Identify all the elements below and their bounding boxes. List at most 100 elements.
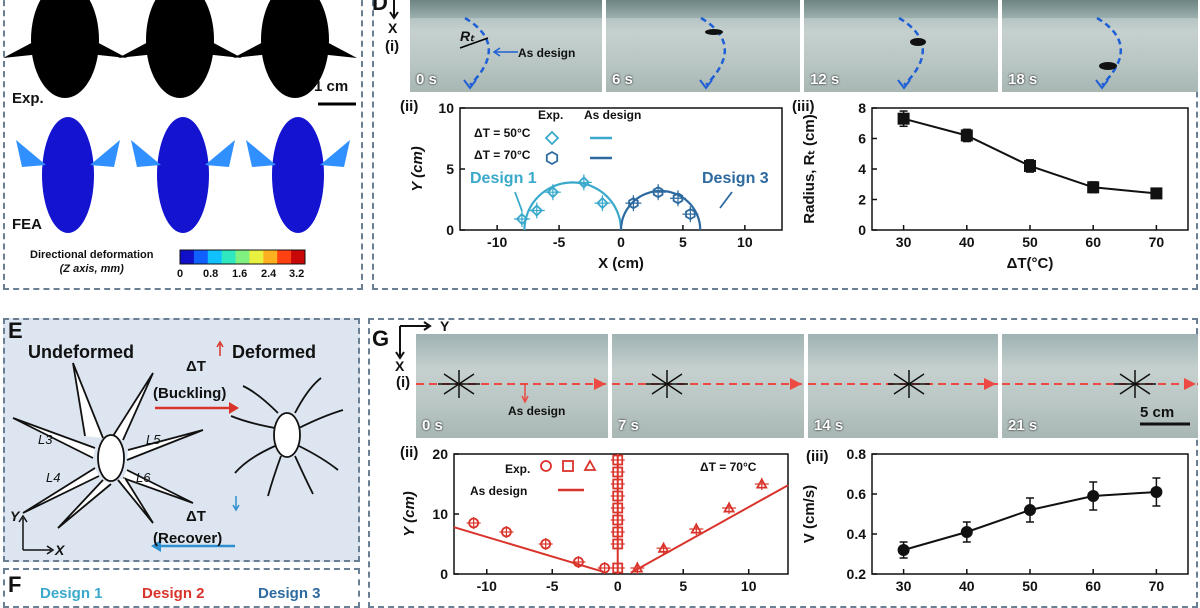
y-tick-label: 0.2 [847, 566, 867, 582]
x-tick-label: -10 [477, 578, 497, 594]
y-tick-label: 20 [432, 446, 448, 462]
rt-label: Rₜ [460, 28, 475, 44]
x-axis-label: ΔT(°C) [1007, 255, 1054, 272]
y-tick-label: 0 [858, 222, 866, 238]
g-as-design-label: As design [508, 404, 566, 418]
d-photo-3: 18 s [1002, 0, 1198, 92]
data-point [897, 112, 910, 125]
data-point [612, 514, 624, 526]
d-ii-legend-row2: ΔT = 70°C [474, 148, 531, 162]
colorbar-segment [221, 250, 237, 264]
y-axis-label: Radius, Rₜ (cm) [801, 114, 818, 223]
data-point [657, 541, 670, 553]
shapes-figure [3, 0, 357, 265]
data-point [672, 192, 684, 205]
data-point [960, 129, 973, 142]
panel-e-box [3, 318, 360, 562]
deformed-robot [230, 377, 344, 497]
y-tick-label: 2 [858, 192, 866, 208]
l4-label: L4 [46, 470, 61, 485]
y-tick-label: 10 [438, 100, 454, 116]
x-tick-label: 5 [679, 234, 687, 250]
data-point [1087, 181, 1100, 194]
colorbar-frame [179, 249, 306, 265]
g-photo-time: 21 s [1008, 417, 1038, 434]
chart-g-ii: -10 -5 0 5 10 0 10 20 Y (cm) [401, 446, 789, 594]
data-point [612, 466, 624, 478]
data-point [755, 477, 768, 489]
dt-up-label: ΔT [186, 358, 206, 375]
panel-g-sub-ii: (ii) [400, 444, 419, 461]
l5-label: L5 [146, 432, 161, 447]
data-point [685, 208, 696, 221]
data-point [612, 562, 624, 574]
x-tick-label: 30 [896, 578, 912, 594]
panel-f-letter: F [8, 572, 22, 597]
data-point [628, 197, 639, 210]
data-point [960, 526, 973, 538]
g-photo-0: As design 0 s [416, 334, 608, 438]
e-axis-x: X [55, 542, 65, 558]
e-axis-y: Y [10, 508, 20, 524]
data-point [1024, 159, 1036, 172]
f-design2: Design 2 [142, 585, 205, 602]
chart-d-iii: 30 40 50 60 70 0 2 4 6 8 ΔT(°C) Radius, Rₜ (cm) [801, 100, 1189, 272]
l6-label: L6 [136, 470, 151, 485]
y-tick-label: 0.6 [847, 486, 867, 502]
data-point [573, 556, 584, 568]
panel-d-axis-x: X [388, 20, 398, 36]
design-line [453, 526, 605, 574]
data-point [1024, 504, 1036, 516]
data-point [612, 454, 624, 466]
panel-g-letter: G [372, 326, 390, 351]
data-point [596, 196, 609, 210]
d-ii-legend-design: As design [584, 108, 642, 122]
x-tick-label: -10 [487, 234, 507, 250]
d-photo-2: 12 s [804, 0, 998, 92]
panel-d-sub-ii: (ii) [400, 98, 419, 115]
panel-d-letter: D [372, 0, 388, 15]
colorbar-title-line2: (Z axis, mm) [59, 263, 124, 275]
undeformed-robot [12, 362, 204, 529]
d-photo-time: 12 s [810, 71, 840, 88]
y-tick-label: 0 [440, 566, 448, 582]
x-tick-label: -5 [546, 578, 559, 594]
data-point [612, 526, 624, 538]
panel-d-sub-i: (i) [385, 38, 400, 55]
d-photo-0: Rₜ As design 0 s [410, 0, 602, 92]
x-tick-label: 30 [896, 234, 912, 250]
design-curve [523, 181, 623, 231]
g-ii-legend-design: As design [470, 484, 528, 498]
y-axis-label: Y (cm) [409, 146, 426, 192]
dt-down-label: ΔT [186, 508, 206, 525]
data-point [612, 502, 624, 514]
x-axis-label: X (cm) [598, 255, 644, 272]
design-curve [619, 189, 702, 231]
x-tick-label: 40 [959, 578, 975, 594]
y-tick-label: 5 [446, 161, 454, 177]
colorbar-tick: 3.2 [289, 268, 305, 280]
d-as-design-label: As design [518, 46, 576, 60]
data-point [545, 150, 559, 166]
y-tick-label: 0.8 [847, 446, 867, 462]
g-axis-x: X [395, 358, 405, 374]
data-point [577, 176, 591, 189]
x-tick-label: 5 [679, 578, 687, 594]
panel-g-sub-iii: (iii) [806, 448, 829, 465]
panel-e-figure [12, 340, 344, 555]
y-tick-label: 0 [446, 222, 454, 238]
undeformed-label: Undeformed [28, 342, 135, 362]
y-tick-label: 6 [858, 131, 866, 147]
scale-bar-label: 1 cm [314, 78, 349, 95]
design1-arrow [514, 191, 523, 212]
chart-d-ii: -10 -5 0 5 10 0 5 10 X (cm) Y (cm) [409, 100, 783, 272]
y-axis-label: Y (cm) [401, 491, 418, 537]
colorbar-segment [277, 250, 292, 264]
data-point [546, 185, 560, 199]
data-point [1087, 490, 1100, 502]
d-ii-legend-row1: ΔT = 50°C [474, 126, 531, 140]
d-photo-time: 6 s [612, 71, 633, 88]
colorbar-segment [291, 250, 306, 264]
data-point [1150, 187, 1163, 200]
g-ii-legend-exp: Exp. [505, 462, 531, 476]
